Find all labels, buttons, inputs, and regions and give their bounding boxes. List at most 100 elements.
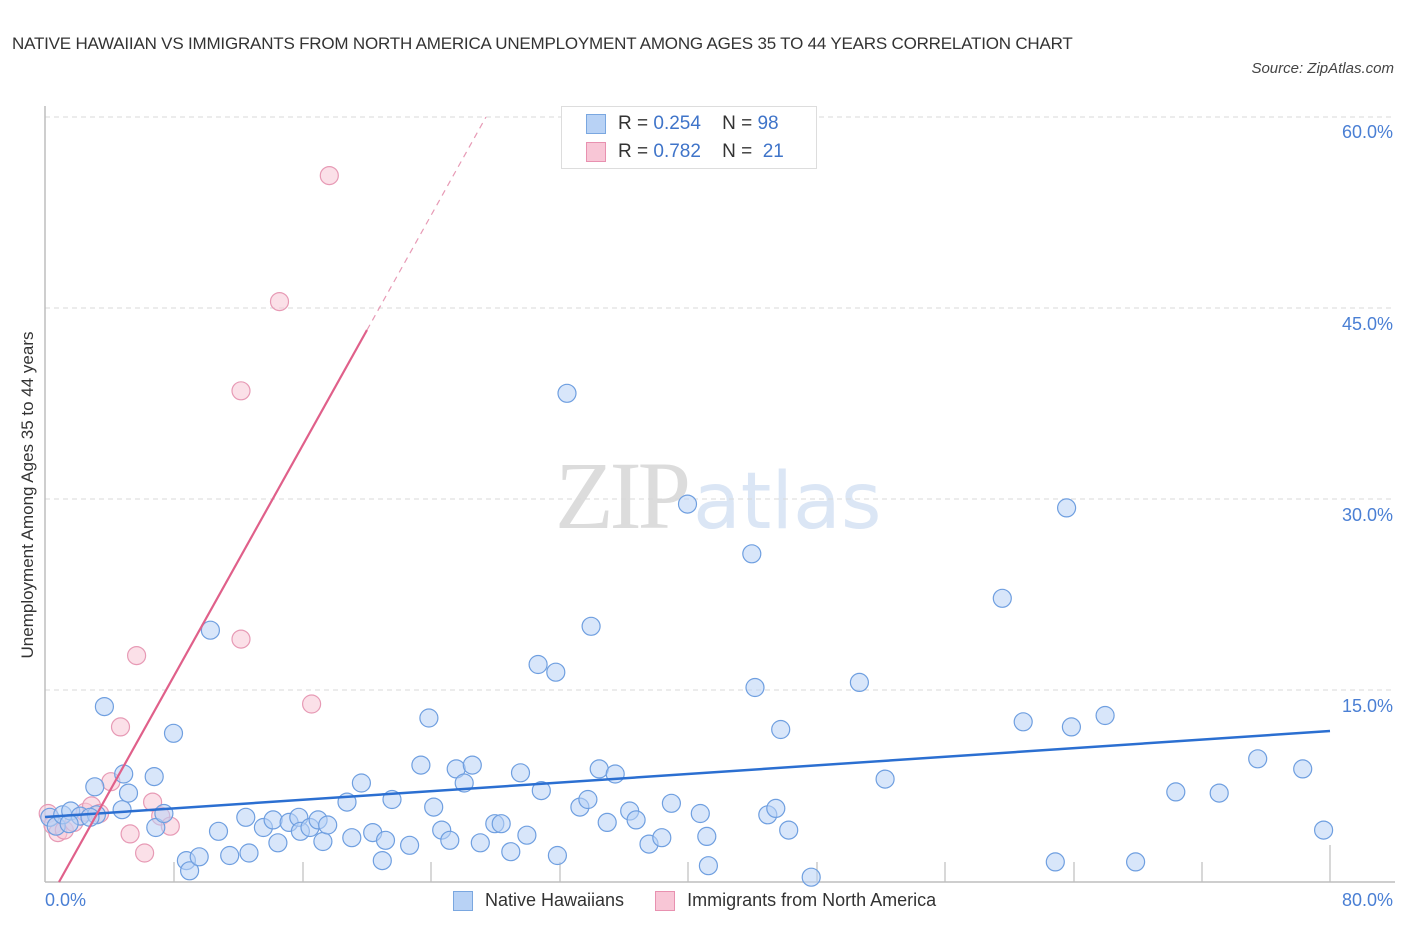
chart-title: NATIVE HAWAIIAN VS IMMIGRANTS FROM NORTH…	[12, 34, 1073, 53]
data-point	[440, 830, 460, 850]
legend-label: Immigrants from North America	[687, 890, 937, 910]
data-point	[59, 814, 79, 834]
data-point	[491, 814, 511, 834]
data-point	[318, 815, 338, 835]
data-point	[849, 672, 870, 693]
data-point	[581, 616, 601, 636]
data-point	[1061, 717, 1082, 737]
pink-swatch-icon	[655, 891, 676, 912]
data-point	[144, 766, 164, 787]
immigrants-points	[38, 166, 339, 863]
data-point	[118, 783, 139, 803]
data-point	[236, 807, 256, 827]
data-point	[1313, 820, 1334, 840]
immigrants-trendline	[58, 329, 368, 883]
data-point	[1248, 749, 1268, 769]
data-point	[801, 867, 821, 887]
data-point	[501, 842, 521, 862]
r-label: R =	[618, 113, 649, 134]
data-point	[771, 719, 791, 740]
legend-item-immigrants: Immigrants from North America	[655, 890, 937, 912]
immigrants-trendline-extension	[366, 116, 487, 331]
y-tick-15: 15.0%	[1341, 696, 1393, 716]
data-point	[400, 835, 420, 855]
pink-swatch-icon	[586, 141, 606, 162]
data-point	[470, 833, 490, 853]
data-point	[510, 763, 531, 783]
data-point	[112, 800, 132, 820]
r-value: 0.782	[653, 141, 701, 162]
legend-label: Native Hawaiians	[485, 890, 625, 910]
data-point	[120, 824, 140, 844]
data-point	[231, 629, 251, 649]
data-point	[697, 826, 717, 847]
r-label: R =	[618, 141, 649, 162]
source-credit: Source: ZipAtlas.com	[1251, 60, 1394, 77]
data-point	[992, 588, 1012, 608]
x-ticks	[173, 845, 1331, 882]
data-point	[528, 654, 548, 675]
x-tick-max: 80.0%	[1341, 890, 1393, 910]
data-point	[127, 645, 147, 666]
data-point	[462, 755, 482, 775]
data-point	[419, 708, 439, 728]
data-point	[1013, 712, 1033, 732]
data-point	[626, 810, 646, 830]
data-point	[597, 812, 617, 833]
data-point	[319, 166, 339, 186]
data-point	[94, 696, 115, 717]
correlation-legend: R = 0.254 N = 98 R = 0.782 N = 21	[561, 106, 817, 169]
n-label: N =	[722, 113, 753, 134]
n-value: 21	[762, 141, 784, 162]
data-point	[1125, 852, 1146, 872]
data-point	[302, 694, 322, 714]
legend-row-native-hawaiians: R = 0.254 N = 98	[586, 113, 779, 137]
data-point	[154, 803, 174, 824]
axes	[44, 106, 1395, 883]
data-point	[1045, 852, 1065, 872]
data-point	[135, 843, 155, 863]
y-tick-45: 45.0%	[1341, 314, 1393, 334]
data-point	[517, 825, 537, 845]
data-point	[342, 828, 362, 848]
data-point	[351, 773, 371, 793]
data-point	[1293, 759, 1313, 779]
data-point	[375, 830, 396, 850]
blue-swatch-icon	[586, 113, 606, 134]
native-hawaiians-points	[40, 383, 1334, 887]
data-point	[779, 820, 799, 840]
blue-swatch-icon	[453, 891, 473, 912]
data-point	[372, 850, 392, 871]
data-point	[578, 789, 598, 810]
data-point	[220, 845, 240, 866]
legend-row-immigrants: R = 0.782 N = 21	[586, 141, 784, 165]
data-point	[85, 777, 105, 797]
y-tick-60: 60.0%	[1341, 122, 1393, 142]
data-point	[313, 831, 333, 852]
y-tick-30: 30.0%	[1341, 505, 1393, 525]
data-point	[269, 292, 290, 312]
legend-item-native-hawaiians: Native Hawaiians	[453, 890, 625, 912]
data-point	[208, 821, 229, 841]
data-point	[690, 803, 710, 824]
data-point	[411, 755, 431, 775]
data-point	[589, 759, 609, 779]
data-point	[424, 797, 444, 817]
n-value: 98	[757, 113, 779, 134]
series-legend: Native Hawaiians Immigrants from North A…	[453, 890, 962, 912]
data-point	[652, 828, 672, 848]
watermark: ZIPatlas	[555, 440, 882, 551]
data-point	[742, 544, 762, 564]
data-point	[677, 494, 698, 514]
data-point	[531, 780, 551, 801]
data-point	[239, 843, 259, 863]
data-point	[180, 861, 200, 881]
r-value: 0.254	[653, 113, 701, 134]
data-point	[547, 845, 568, 866]
data-point	[189, 847, 209, 867]
x-tick-min: 0.0%	[45, 890, 87, 910]
watermark-zip: ZIP	[555, 442, 691, 549]
data-point	[557, 383, 577, 403]
data-point	[661, 793, 682, 813]
